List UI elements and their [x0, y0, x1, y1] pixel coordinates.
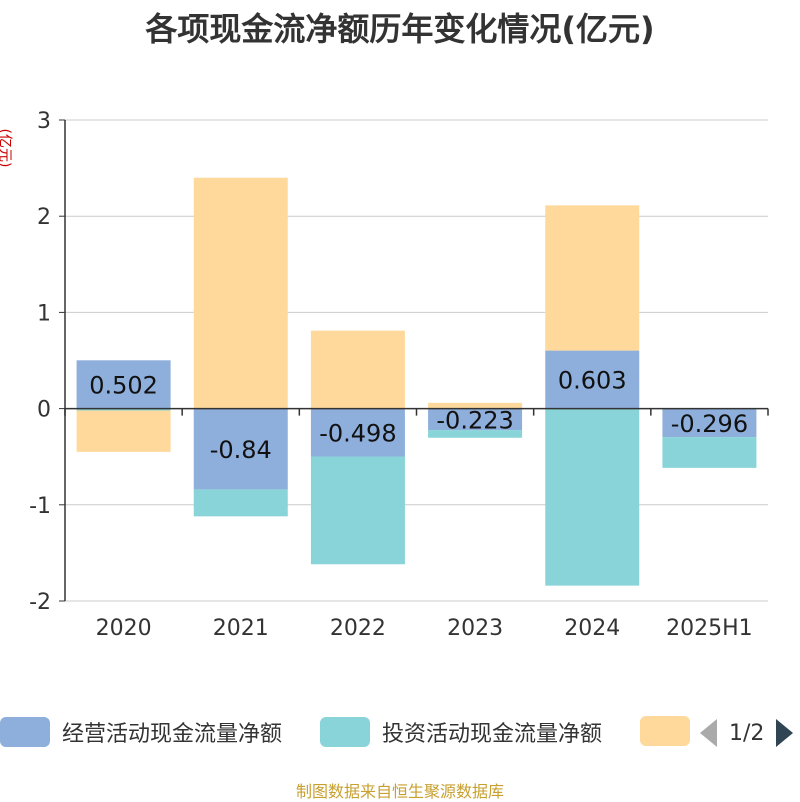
legend-swatch-operating	[0, 717, 50, 747]
bar-segment	[310, 456, 405, 565]
legend-pager: 1/2	[700, 716, 794, 750]
x-tick-label: 2025H1	[666, 616, 753, 641]
legend-item-investing[interactable]: 投资活动现金流量净额	[320, 716, 602, 748]
bar-data-label: -0.84	[210, 436, 272, 464]
bar-segment	[193, 408, 288, 490]
legend-label-investing: 投资活动现金流量净额	[382, 722, 603, 747]
bar-segment	[428, 402, 523, 409]
bar-segment	[310, 330, 405, 409]
bar-data-label: -0.498	[319, 420, 396, 448]
legend-swatch-third	[640, 716, 690, 746]
y-tick-label: 3	[37, 109, 51, 134]
y-tick-label: 0	[37, 398, 51, 423]
legend-label-operating: 经营活动现金流量净额	[62, 722, 283, 747]
x-tick-label: 2020	[96, 616, 152, 641]
bar-segment	[662, 408, 757, 438]
bar-segment	[193, 489, 288, 517]
y-tick-label: 2	[37, 205, 51, 230]
pager-text: 1/2	[729, 720, 765, 746]
legend-item-third[interactable]	[640, 716, 690, 746]
bar-segment	[545, 205, 640, 351]
bar-segment	[662, 437, 757, 468]
y-tick-label: -2	[29, 590, 51, 615]
bar-data-label: -0.296	[671, 410, 748, 438]
bar-data-label: 0.603	[558, 367, 627, 395]
bar-segment	[310, 408, 405, 457]
bar-segment	[545, 408, 640, 586]
bar-segment	[428, 430, 523, 438]
bar-data-label: -0.223	[436, 406, 513, 434]
x-tick-label: 2024	[564, 616, 620, 641]
y-tick-label: 1	[37, 301, 51, 326]
chart-title: 各项现金流净额历年变化情况(亿元)	[145, 10, 655, 48]
bar-segment	[76, 360, 171, 409]
pager-prev-icon[interactable]	[700, 719, 717, 747]
x-tick-label: 2021	[213, 616, 269, 641]
source-note: 制图数据来自恒生聚源数据库	[295, 782, 504, 801]
x-tick-label: 2022	[330, 616, 386, 641]
legend-item-operating[interactable]: 经营活动现金流量净额	[0, 716, 282, 748]
x-tick-label: 2023	[447, 616, 503, 641]
bar-segment	[76, 408, 171, 411]
bar-segment	[193, 177, 288, 409]
pager-next-icon[interactable]	[776, 719, 794, 747]
bar-segment	[428, 408, 523, 431]
legend-swatch-investing	[320, 717, 370, 747]
bar-segment	[76, 410, 171, 452]
y-tick-label: -1	[29, 494, 51, 519]
bar-segment	[545, 350, 640, 409]
stacked-bar-chart: -2 -1 0 1 2 3 0.502 2020 -0.84 2021 -0.498 2022 -0.2…	[29, 109, 769, 641]
legend: 经营活动现金流量净额 投资活动现金流量净额 1/2	[0, 716, 800, 756]
bar-data-label: 0.502	[89, 371, 158, 399]
